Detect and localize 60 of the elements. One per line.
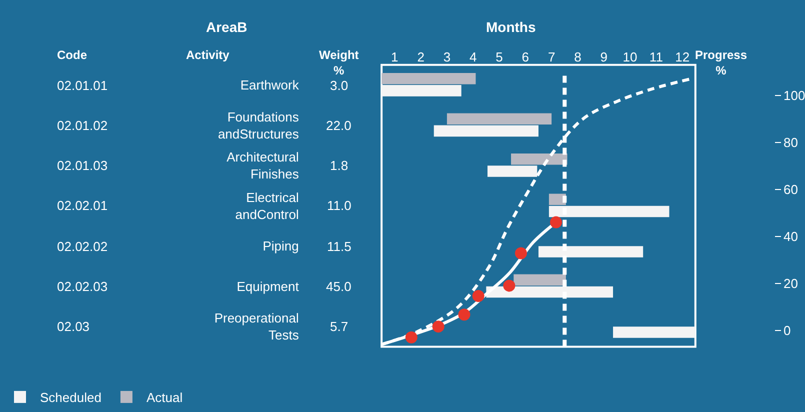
x-tick-label: 12 (675, 49, 690, 64)
text: 02.02.02 (57, 239, 108, 254)
text: 5.7 (330, 319, 348, 334)
text: 22.0 (326, 118, 352, 133)
x-tick-label: 1 (391, 49, 398, 64)
bar (382, 72, 476, 84)
text: Code (57, 48, 88, 62)
bar (487, 166, 538, 177)
point (472, 290, 484, 302)
legend-label: Actual (146, 390, 183, 406)
x-tick-label: 9 (600, 49, 608, 64)
y-tick-label: 80 (784, 134, 798, 150)
chart-title: Months (486, 19, 536, 35)
y-tick-label: Earthwork (240, 78, 300, 93)
point (514, 247, 527, 260)
text: 3.0 (330, 78, 348, 93)
bar (434, 125, 538, 137)
point (405, 331, 418, 344)
bar (446, 113, 552, 124)
x-tick-label: 11 (649, 49, 663, 64)
text: AreaB (206, 19, 248, 35)
point (432, 320, 444, 333)
y-tick-label: Architectural Finishes (226, 150, 300, 182)
text: Weight % (319, 48, 359, 78)
text: 45.0 (326, 279, 352, 294)
x-tick-label: 10 (622, 49, 638, 64)
x-tick-label: 7 (548, 49, 556, 64)
x-tick-label: 5 (496, 49, 503, 64)
y-tick-label: Preoperational Tests (214, 310, 300, 343)
x-tick-label: 2 (417, 49, 424, 64)
text: 02.02.03 (57, 279, 108, 294)
x-tick-label: 4 (469, 49, 477, 64)
legend-label: Scheduled (40, 390, 102, 406)
y-tick-label: 60 (784, 182, 798, 197)
y-tick-label: 20 (784, 276, 798, 291)
text: 02.02.01 (57, 198, 108, 213)
x-tick-label: 8 (574, 49, 582, 64)
point (458, 308, 470, 321)
x-tick-label: 3 (443, 49, 451, 64)
text: 02.01.01 (57, 78, 108, 93)
y-axis-title: Progress % (695, 48, 748, 78)
text: 11.5 (327, 239, 352, 254)
y-tick-label: 40 (784, 228, 798, 244)
y-tick-label: 0 (784, 322, 791, 338)
bar (511, 153, 568, 165)
text: 1.8 (330, 158, 348, 173)
point (503, 280, 516, 292)
text: 02.01.03 (57, 158, 108, 173)
y-tick-label: Piping (262, 238, 299, 254)
point (550, 216, 562, 228)
bar (514, 274, 566, 286)
x-tick-label: 6 (522, 49, 530, 64)
y-tick-label: 100 (784, 88, 805, 103)
y-tick-label: Electrical andControl (235, 190, 299, 222)
text: 02.01.02 (57, 118, 108, 133)
y-tick-label: Equipment (236, 278, 300, 294)
text: Activity (186, 48, 230, 62)
y-tick-label: Foundations andStructures (218, 109, 300, 142)
text: 02.03 (57, 319, 90, 334)
text: 11.0 (327, 198, 352, 213)
